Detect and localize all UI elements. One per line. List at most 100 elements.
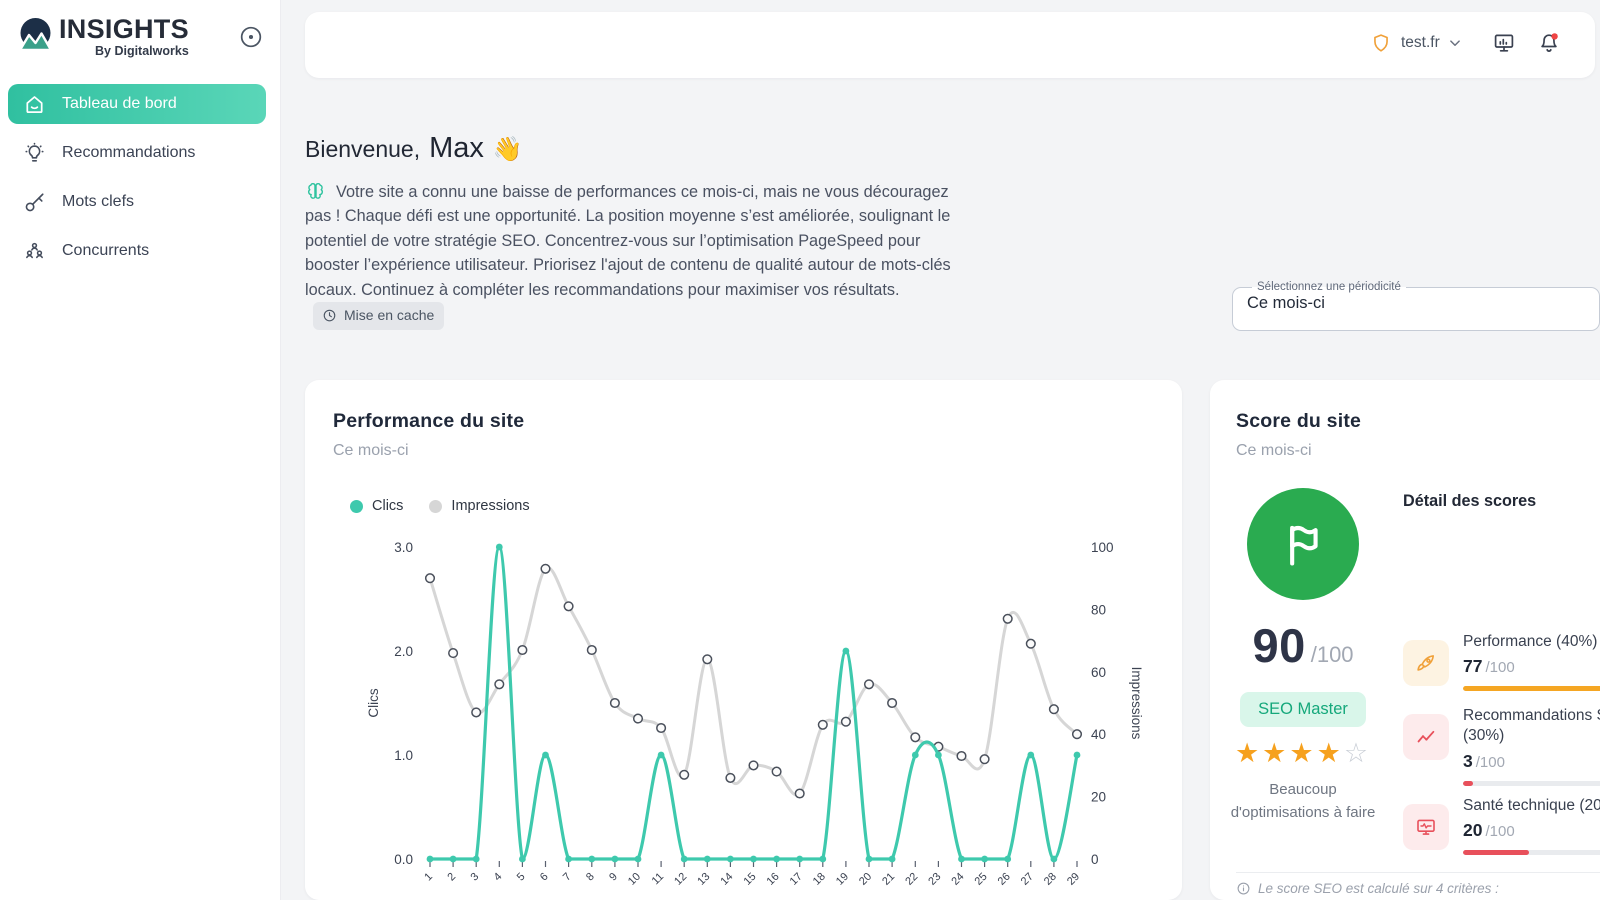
svg-text:60: 60 xyxy=(1091,665,1106,680)
svg-text:2: 2 xyxy=(445,871,458,884)
monitor-stats-button[interactable] xyxy=(1492,31,1516,55)
detail-value: 77/100 xyxy=(1463,656,1515,677)
ai-summary-text: Votre site a connu une baisse de perform… xyxy=(305,183,951,299)
ai-summary-paragraph: Votre site a connu une baisse de perform… xyxy=(305,180,965,332)
sidebar: INSIGHTS By Digitalworks Tableau de bord… xyxy=(0,0,281,900)
svg-text:9: 9 xyxy=(607,871,620,884)
star-empty-icon: ☆ xyxy=(1343,738,1372,768)
score-details: Détail des scores Performance (40%) 77/10… xyxy=(1403,492,1600,856)
legend-label: Impressions xyxy=(451,498,530,514)
detail-max: /100 xyxy=(1475,753,1505,771)
rating-caption: Beaucoup d'optimisations à faire xyxy=(1230,781,1376,822)
key-icon xyxy=(23,191,46,214)
period-select-label: Sélectionnez une périodicité xyxy=(1257,281,1401,293)
topbar xyxy=(305,12,1595,78)
score-card-divider xyxy=(1236,872,1600,873)
cache-status-badge: Mise en cache xyxy=(313,302,445,331)
svg-text:15: 15 xyxy=(741,871,758,888)
star-filled-icon: ★ xyxy=(1262,738,1290,768)
score-value: 90 xyxy=(1252,619,1306,672)
info-icon xyxy=(1236,881,1251,896)
sidebar-item-label: Tableau de bord xyxy=(62,95,177,112)
sidebar-nav: Tableau de bord Recommandations Mots clefs… xyxy=(8,84,266,280)
site-switcher[interactable]: test.fr xyxy=(1370,32,1464,54)
svg-text:3.0: 3.0 xyxy=(394,540,413,555)
detail-progress-fill xyxy=(1463,686,1600,692)
svg-text:18: 18 xyxy=(811,871,828,888)
detail-progress-fill xyxy=(1463,850,1529,856)
detail-icon-box xyxy=(1403,640,1449,686)
svg-text:27: 27 xyxy=(1019,871,1036,888)
star-rating: ★★★★☆ xyxy=(1210,740,1396,767)
home-icon xyxy=(23,93,46,116)
svg-text:2.0: 2.0 xyxy=(394,644,413,659)
svg-text:22: 22 xyxy=(903,871,920,888)
welcome-section: Bienvenue, Max 👋 Votre site a connu une … xyxy=(305,132,965,332)
shield-icon xyxy=(1370,32,1392,54)
users-icon xyxy=(23,240,46,263)
score-card-title: Score du site xyxy=(1236,410,1362,432)
svg-text:0: 0 xyxy=(1091,852,1099,867)
detail-label: Performance (40%) xyxy=(1463,633,1598,650)
logo-mountain-icon xyxy=(13,14,57,58)
svg-text:24: 24 xyxy=(949,871,966,888)
detail-icon-box xyxy=(1403,804,1449,850)
score-card: Score du site Ce mois-ci 90/100 SEO Mast… xyxy=(1210,380,1600,900)
period-select[interactable]: Sélectionnez une périodicité Ce mois-ci xyxy=(1232,281,1600,331)
legend-dot xyxy=(350,499,363,513)
star-filled-icon: ★ xyxy=(1289,738,1317,768)
app-title: INSIGHTS xyxy=(59,14,189,44)
sidebar-item-concurrents[interactable]: Concurrents xyxy=(8,231,266,271)
svg-text:25: 25 xyxy=(973,871,990,888)
detail-progress-track xyxy=(1463,850,1600,856)
performance-card: Performance du site Ce mois-ci Clics Impr… xyxy=(305,380,1182,900)
svg-text:10: 10 xyxy=(626,871,643,888)
score-details-title: Détail des scores xyxy=(1403,492,1537,510)
monitor-pulse-icon xyxy=(1414,815,1438,839)
sidebar-item-tableau-de-bord[interactable]: Tableau de bord xyxy=(8,84,266,124)
detail-value: 20/100 xyxy=(1463,820,1515,841)
app-logo: INSIGHTS By Digitalworks xyxy=(13,14,189,58)
greeting-text: Bienvenue, xyxy=(305,136,421,162)
legend-label: Clics xyxy=(372,498,404,514)
svg-text:21: 21 xyxy=(880,871,897,888)
performance-line-chart: 0.0 1.0 2.0 3.0 0 20 40 60 80 100 Clics Impressions… xyxy=(366,540,1144,888)
performance-card-title: Performance du site xyxy=(333,410,525,432)
period-select-value: Ce mois-ci xyxy=(1247,294,1325,312)
score-flag-circle xyxy=(1247,488,1359,600)
sidebar-item-mots-clefs[interactable]: Mots clefs xyxy=(8,182,266,222)
detail-label: Recommandations SEO (30%) xyxy=(1463,707,1600,745)
svg-text:23: 23 xyxy=(926,871,943,888)
global-score: 90/100 xyxy=(1210,618,1396,673)
svg-text:28: 28 xyxy=(1042,871,1059,888)
svg-text:13: 13 xyxy=(695,871,712,888)
rocket-icon xyxy=(1414,651,1438,675)
svg-text:29: 29 xyxy=(1065,871,1082,888)
svg-text:Clics: Clics xyxy=(366,688,381,717)
app-subtitle: By Digitalworks xyxy=(95,44,189,58)
trend-icon xyxy=(1414,725,1438,749)
svg-text:3: 3 xyxy=(469,871,482,884)
seo-level-badge: SEO Master xyxy=(1240,692,1366,727)
svg-text:20: 20 xyxy=(1091,790,1106,805)
topbar-actions: test.fr xyxy=(1370,31,1561,55)
svg-text:0.0: 0.0 xyxy=(394,852,413,867)
brain-icon xyxy=(305,180,326,201)
detail-progress-track xyxy=(1463,686,1600,692)
sidebar-item-recommandations[interactable]: Recommandations xyxy=(8,133,266,173)
detail-value: 3/100 xyxy=(1463,750,1505,771)
svg-text:6: 6 xyxy=(538,871,551,884)
score-footnote: Le score SEO est calculé sur 4 critères … xyxy=(1236,881,1499,896)
sidebar-collapse-button[interactable] xyxy=(238,24,264,50)
detail-label: Santé technique (20%) xyxy=(1463,797,1600,814)
notifications-bell-button[interactable] xyxy=(1537,31,1561,55)
star-filled-icon: ★ xyxy=(1234,738,1263,768)
svg-text:11: 11 xyxy=(650,871,667,888)
detail-max: /100 xyxy=(1485,659,1515,677)
svg-text:16: 16 xyxy=(765,871,782,888)
chevron-down-icon xyxy=(1446,34,1464,52)
legend-dot xyxy=(429,499,443,513)
svg-text:40: 40 xyxy=(1091,727,1106,742)
legend-item-impressions[interactable]: Impressions xyxy=(429,498,530,514)
legend-item-clics[interactable]: Clics xyxy=(350,498,403,514)
